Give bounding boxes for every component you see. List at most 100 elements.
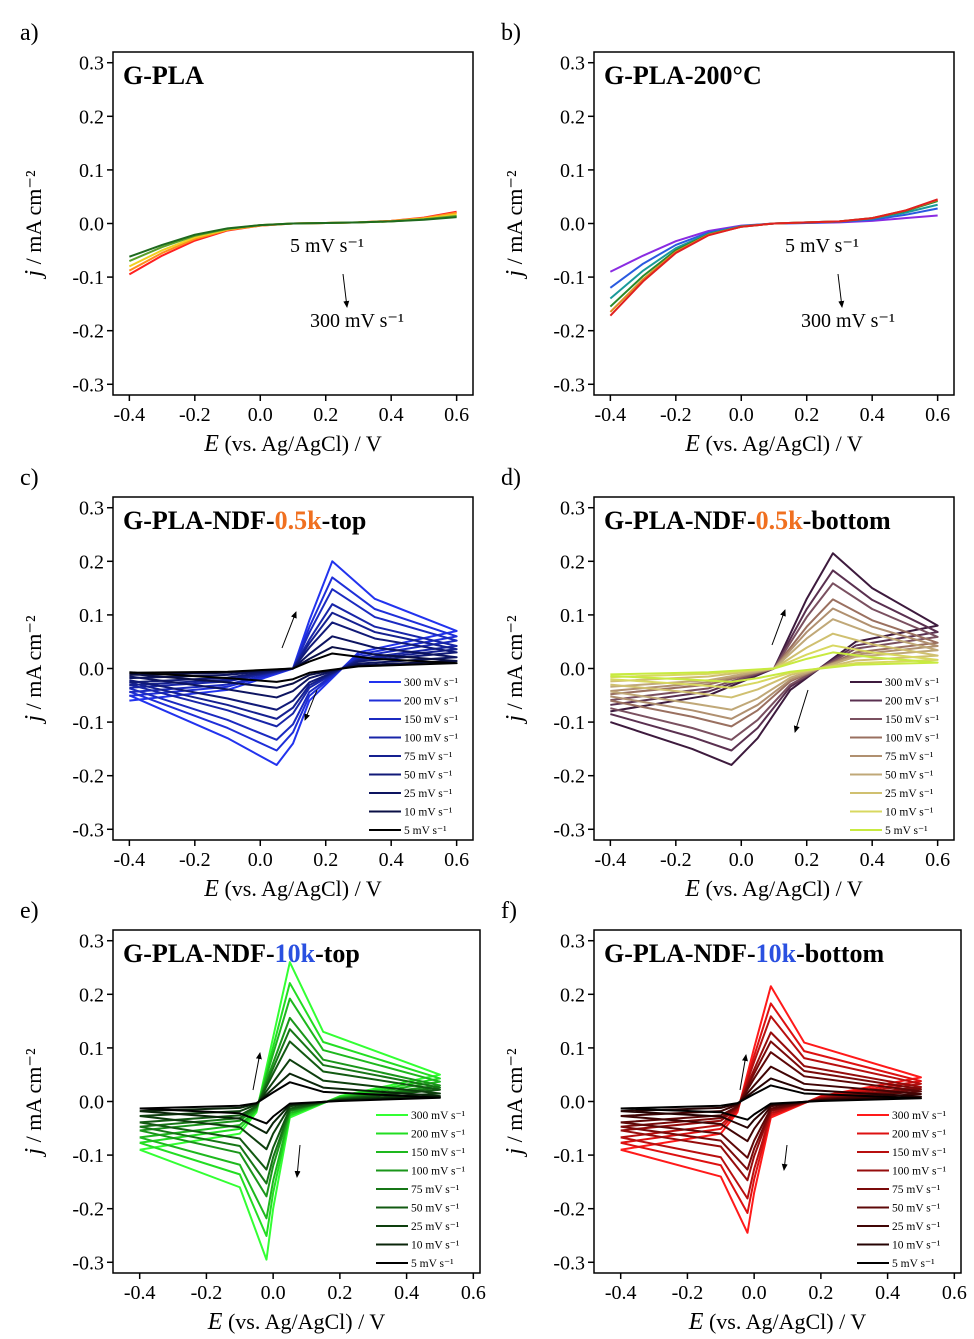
y-tick-label: -0.1: [553, 267, 585, 289]
legend-label: 150 mV s⁻¹: [411, 1147, 466, 1159]
y-tick-label: 0.1: [560, 605, 585, 627]
y-axis-label: j / mA cm⁻²: [502, 615, 528, 725]
y-tick-label: -0.1: [72, 712, 104, 734]
title-part: -top: [315, 939, 360, 968]
y-tick-label: -0.2: [553, 321, 585, 343]
x-tick-label: 0.4: [860, 849, 885, 871]
y-tick-label: -0.2: [72, 1199, 104, 1221]
y-tick-label: 0.0: [79, 214, 104, 236]
x-tick-label: 0.0: [742, 1282, 767, 1304]
x-tick-label: -0.2: [179, 849, 211, 871]
legend-label: 75 mV s⁻¹: [404, 751, 453, 763]
annotation: 300 mV s⁻¹: [310, 310, 404, 332]
axis-variable: j: [502, 715, 528, 725]
x-tick-label: 0.2: [313, 849, 338, 871]
cv-curve: [139, 1040, 441, 1171]
y-tick-label: 0.3: [79, 498, 104, 520]
legend-label: 100 mV s⁻¹: [404, 733, 459, 745]
y-tick-label: 0.2: [560, 551, 585, 573]
annotation: 300 mV s⁻¹: [801, 310, 895, 332]
sweep-arrow: [252, 1052, 262, 1091]
title-part: G-PLA-NDF-: [604, 506, 756, 535]
x-tick-label: 0.6: [925, 849, 950, 871]
x-tick-label: -0.2: [660, 849, 692, 871]
cv-curve: [620, 1015, 922, 1200]
legend-label: 75 mV s⁻¹: [885, 751, 934, 763]
x-tick-label: 0.4: [394, 1282, 419, 1304]
plot-frame: [593, 929, 962, 1274]
y-tick-label: -0.1: [72, 267, 104, 289]
y-tick-label: 0.1: [560, 160, 585, 182]
y-tick-label: -0.2: [72, 766, 104, 788]
axis-unit: (vs. Ag/AgCl) / V: [219, 876, 382, 901]
x-tick-label: -0.2: [672, 1282, 704, 1304]
plot-frame: [593, 496, 955, 841]
cv-curve: [139, 1081, 441, 1125]
annotation: 5 mV s⁻¹: [785, 235, 859, 257]
cv-curve: [620, 1084, 922, 1121]
cv-curve: [610, 651, 939, 683]
title-part: -top: [322, 506, 367, 535]
x-tick-label: 0.6: [925, 404, 950, 426]
y-tick-label: -0.3: [553, 374, 585, 396]
sweep-arrow: [294, 1144, 301, 1178]
y-tick-label: -0.1: [72, 1145, 104, 1167]
y-tick-label: 0.1: [560, 1038, 585, 1060]
y-tick-label: 0.2: [79, 106, 104, 128]
annotation-arrow: [837, 273, 845, 308]
x-tick-label: -0.4: [595, 849, 627, 871]
axis-variable: E: [684, 876, 700, 902]
x-tick-label: 0.0: [248, 849, 273, 871]
x-tick-label: -0.4: [114, 849, 146, 871]
y-tick-label: 0.3: [560, 53, 585, 75]
legend-label: 25 mV s⁻¹: [892, 1221, 941, 1233]
legend-label: 300 mV s⁻¹: [411, 1110, 466, 1122]
x-tick-label: 0.0: [261, 1282, 286, 1304]
panel-title: G-PLA-NDF-10k-bottom: [604, 939, 885, 968]
title-part: -bottom: [803, 506, 891, 535]
y-tick-label: 0.3: [560, 931, 585, 953]
axis-variable: j: [502, 1148, 528, 1158]
panel-title: G-PLA-NDF-0.5k-bottom: [604, 506, 891, 535]
x-tick-label: 0.6: [942, 1282, 967, 1304]
x-tick-label: -0.4: [124, 1282, 156, 1304]
x-tick-label: -0.2: [191, 1282, 223, 1304]
x-tick-label: 0.6: [444, 404, 469, 426]
sweep-arrow: [739, 1054, 748, 1091]
axis-variable: E: [684, 431, 700, 457]
legend-label: 25 mV s⁻¹: [885, 788, 934, 800]
y-tick-label: 0.0: [560, 659, 585, 681]
legend-label: 50 mV s⁻¹: [411, 1203, 460, 1215]
axis-unit: (vs. Ag/AgCl) / V: [700, 431, 863, 456]
x-tick-label: 0.4: [875, 1282, 900, 1304]
annotation: 5 mV s⁻¹: [290, 235, 364, 257]
cv-curve: [129, 652, 458, 683]
y-tick-label: 0.2: [560, 106, 585, 128]
y-tick-label: 0.0: [560, 1092, 585, 1114]
y-tick-label: 0.0: [79, 659, 104, 681]
y-axis-label: j / mA cm⁻²: [502, 1048, 528, 1158]
legend-label: 25 mV s⁻¹: [404, 788, 453, 800]
legend-label: 50 mV s⁻¹: [885, 770, 934, 782]
legend-label: 10 mV s⁻¹: [885, 807, 934, 819]
axis-unit: (vs. Ag/AgCl) / V: [700, 876, 863, 901]
x-axis-label: E (vs. Ag/AgCl) / V: [203, 876, 382, 902]
legend-label: 300 mV s⁻¹: [404, 677, 459, 689]
panel-label: c): [20, 465, 39, 491]
x-tick-label: 0.4: [379, 849, 404, 871]
x-tick-label: 0.4: [379, 404, 404, 426]
legend-label: 10 mV s⁻¹: [404, 807, 453, 819]
x-axis-label: E (vs. Ag/AgCl) / V: [684, 876, 863, 902]
axis-variable: j: [21, 270, 47, 280]
x-axis-label: E (vs. Ag/AgCl) / V: [207, 1309, 386, 1335]
x-axis-label: E (vs. Ag/AgCl) / V: [688, 1309, 867, 1335]
y-tick-label: -0.3: [72, 1252, 104, 1274]
legend-label: 75 mV s⁻¹: [411, 1184, 460, 1196]
axis-variable: E: [203, 431, 219, 457]
title-part: 0.5k: [756, 506, 804, 535]
axis-variable: E: [203, 876, 219, 902]
legend-label: 75 mV s⁻¹: [892, 1184, 941, 1196]
y-tick-label: 0.1: [79, 1038, 104, 1060]
